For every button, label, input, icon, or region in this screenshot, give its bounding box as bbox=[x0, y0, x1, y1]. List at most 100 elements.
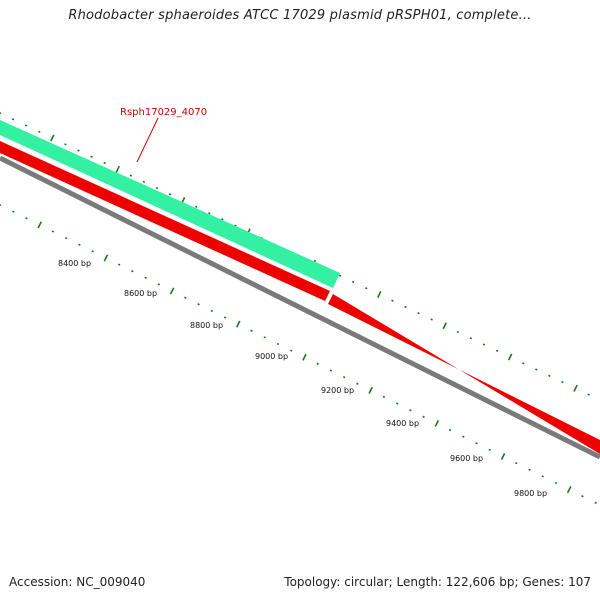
scale-dot bbox=[462, 435, 465, 438]
scale-dot bbox=[168, 193, 172, 196]
scale-major-tick bbox=[368, 386, 373, 394]
scale-dot bbox=[276, 342, 280, 346]
scale-dot bbox=[430, 318, 433, 321]
scale-dot bbox=[210, 309, 214, 313]
scale-major-tick bbox=[169, 287, 175, 295]
scale-dot bbox=[184, 296, 187, 299]
scale-dot bbox=[11, 118, 15, 121]
scale-dot bbox=[194, 205, 198, 209]
scale-dot bbox=[417, 312, 420, 315]
scale-dot bbox=[541, 475, 544, 478]
inner-scale-dots bbox=[0, 204, 597, 505]
scale-dot bbox=[482, 343, 486, 346]
map-title: Rhodobacter sphaeroides ATCC 17029 plasm… bbox=[68, 8, 532, 23]
scale-dot bbox=[316, 362, 319, 366]
scale-dot bbox=[129, 174, 133, 177]
scale-dot bbox=[561, 380, 564, 384]
scale-dot bbox=[409, 409, 412, 412]
backbone-track bbox=[0, 155, 600, 460]
scale-dot bbox=[51, 230, 55, 233]
scale-major-tick bbox=[50, 134, 55, 142]
scale-dot bbox=[24, 124, 28, 127]
scale-dot bbox=[342, 375, 346, 379]
tick-label-9600: 9600 bp bbox=[450, 454, 483, 463]
scale-major-tick bbox=[573, 384, 578, 392]
scale-dot bbox=[475, 442, 478, 445]
scale-dot bbox=[91, 250, 94, 253]
scale-dot bbox=[290, 349, 293, 352]
scale-dot bbox=[365, 287, 368, 290]
scale-dot bbox=[515, 461, 518, 465]
scale-dot bbox=[548, 374, 551, 377]
scale-dot bbox=[131, 270, 134, 273]
scale-major-tick bbox=[235, 320, 241, 328]
scale-dot bbox=[587, 393, 590, 396]
accession-text: Accession: NC_009040 bbox=[9, 575, 146, 589]
scale-dot bbox=[535, 368, 538, 371]
scale-dot bbox=[78, 243, 81, 246]
scale-dot bbox=[221, 218, 224, 221]
tick-label-8800: 8800 bp bbox=[190, 321, 223, 330]
tick-label-9400: 9400 bp bbox=[386, 419, 419, 428]
scale-major-tick bbox=[500, 453, 506, 460]
scale-dot bbox=[197, 303, 200, 306]
scale-dot bbox=[594, 501, 597, 505]
scale-major-tick bbox=[434, 419, 440, 427]
scale-dot bbox=[581, 495, 584, 498]
scale-dot bbox=[250, 329, 253, 332]
scale-major-tick bbox=[103, 254, 109, 262]
scale-dot bbox=[77, 149, 80, 152]
scale-dot bbox=[448, 428, 452, 432]
scale-dot bbox=[64, 236, 68, 240]
scale-dot bbox=[263, 336, 266, 339]
scale-dot bbox=[37, 130, 41, 133]
scale-major-tick bbox=[507, 353, 513, 361]
scale-dot bbox=[117, 263, 121, 266]
scale-dot bbox=[64, 143, 67, 146]
scale-dot bbox=[25, 217, 28, 220]
scale-dot bbox=[382, 395, 386, 399]
scale-dot bbox=[208, 211, 211, 215]
gene-label-leader bbox=[136, 117, 159, 163]
scale-dot bbox=[329, 369, 333, 372]
scale-dot bbox=[404, 305, 407, 309]
scale-dot bbox=[157, 283, 161, 286]
scale-major-tick bbox=[566, 486, 572, 494]
scale-major-tick bbox=[302, 353, 307, 361]
scale-dot bbox=[338, 274, 342, 277]
scale-major-tick bbox=[37, 221, 43, 229]
scale-dot bbox=[351, 280, 355, 284]
gene-reverse-strand-left[interactable] bbox=[0, 141, 330, 301]
scale-dot bbox=[356, 382, 359, 385]
scale-dot bbox=[456, 330, 460, 334]
tick-label-9000: 9000 bp bbox=[255, 352, 288, 361]
scale-dot bbox=[155, 186, 159, 190]
scale-major-tick bbox=[442, 322, 447, 330]
scale-dot bbox=[528, 468, 531, 471]
gene-forward-strand[interactable] bbox=[0, 120, 340, 288]
tick-label-8400: 8400 bp bbox=[58, 259, 91, 268]
scale-dot bbox=[391, 299, 394, 302]
scale-dot bbox=[90, 155, 93, 158]
scale-dot bbox=[142, 180, 146, 183]
gene-label[interactable]: Rsph17029_4070 bbox=[120, 107, 207, 118]
topology-summary-text: Topology: circular; Length: 122,606 bp; … bbox=[284, 575, 591, 589]
scale-dot bbox=[103, 161, 106, 165]
tick-label-8600: 8600 bp bbox=[124, 289, 157, 298]
scale-dot bbox=[554, 481, 558, 485]
tick-label-9200: 9200 bp bbox=[321, 386, 354, 395]
scale-dot bbox=[395, 402, 399, 405]
scale-dot bbox=[12, 210, 15, 213]
scale-major-tick bbox=[377, 290, 382, 298]
scale-dot bbox=[469, 337, 473, 340]
gene-reverse-strand-right[interactable] bbox=[328, 294, 600, 454]
scale-dot bbox=[144, 276, 147, 279]
scale-dot bbox=[488, 448, 491, 452]
scale-dot bbox=[522, 362, 525, 365]
scale-dot bbox=[223, 316, 227, 319]
tick-label-9800: 9800 bp bbox=[514, 489, 547, 498]
scale-dot bbox=[495, 349, 499, 352]
scale-major-tick bbox=[115, 165, 120, 173]
